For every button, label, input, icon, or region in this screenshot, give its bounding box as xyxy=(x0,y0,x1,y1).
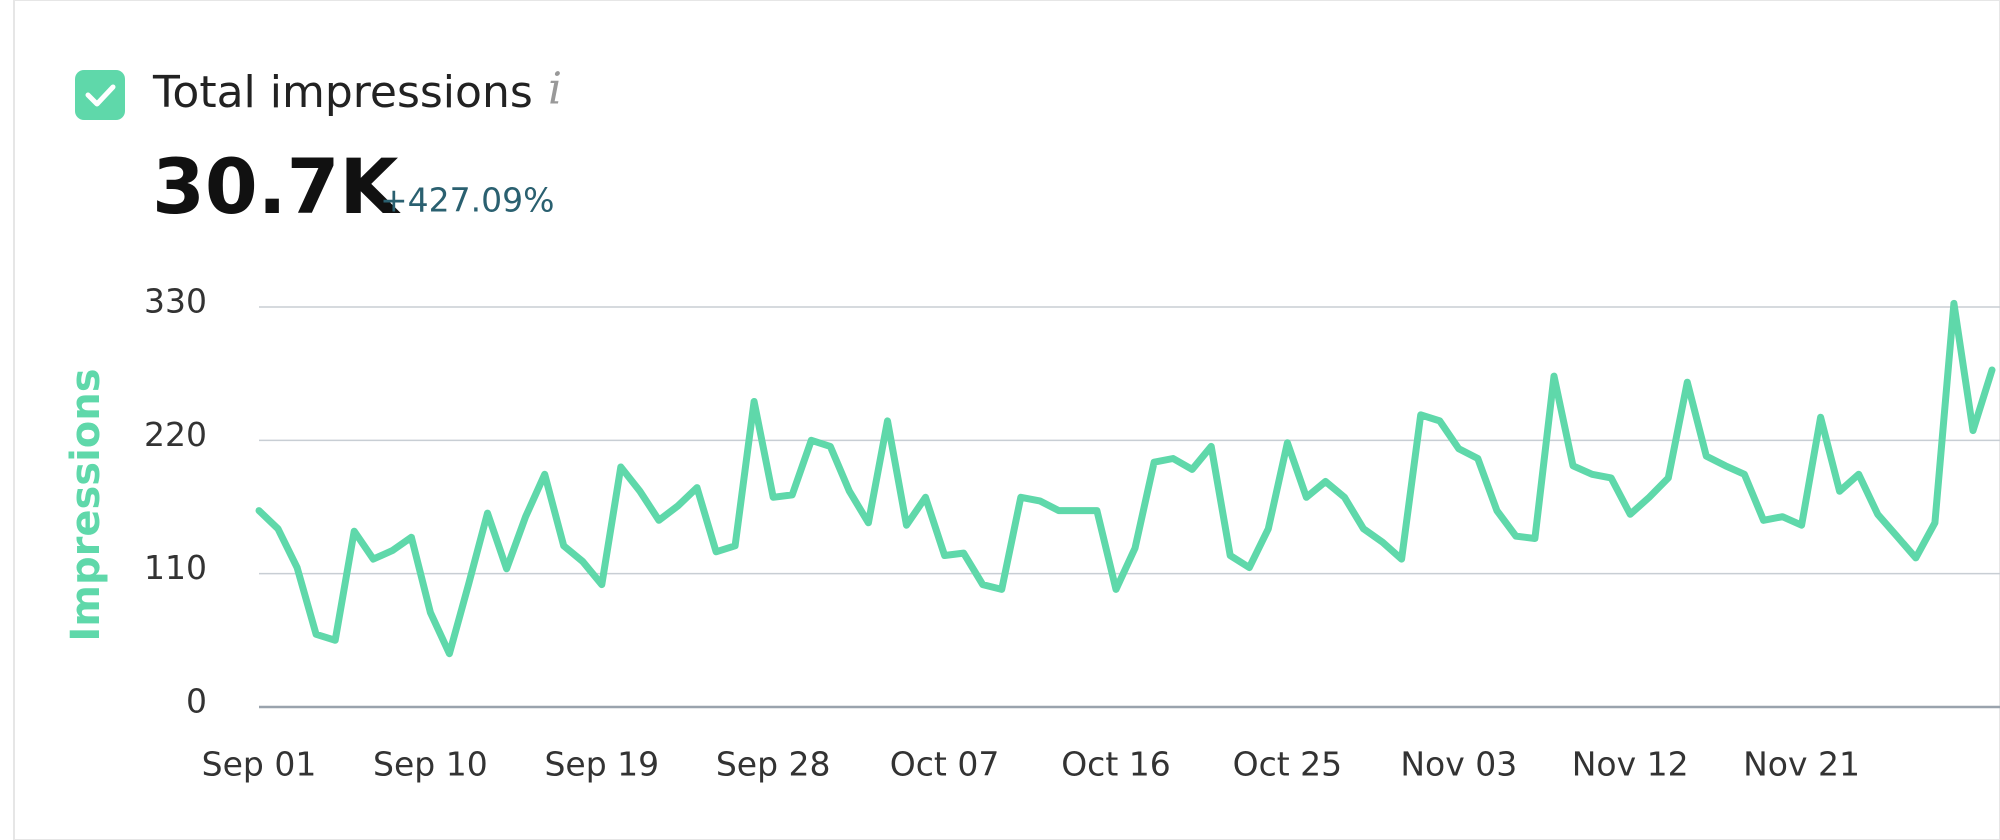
y-tick-label: 0 xyxy=(186,682,207,721)
x-tick-label: Nov 21 xyxy=(1743,745,1860,784)
metric-title: Total impressions xyxy=(152,67,533,118)
x-tick-label: Nov 03 xyxy=(1400,745,1517,784)
info-icon[interactable]: i xyxy=(548,64,562,115)
x-tick-label: Nov 12 xyxy=(1572,745,1689,784)
metric-change: +427.09% xyxy=(380,181,554,220)
y-tick-label: 220 xyxy=(144,415,207,454)
x-tick-label: Sep 28 xyxy=(716,745,831,784)
y-tick-label: 330 xyxy=(144,282,207,321)
checkbox[interactable] xyxy=(75,70,125,120)
x-tick-label: Oct 25 xyxy=(1233,745,1343,784)
x-tick-label: Sep 19 xyxy=(544,745,659,784)
card xyxy=(13,0,2000,840)
x-tick-label: Oct 16 xyxy=(1061,745,1171,784)
y-axis-label: Impressions xyxy=(63,368,109,641)
check-icon xyxy=(85,84,116,107)
impressions-line xyxy=(255,299,1996,658)
x-tick-label: Sep 10 xyxy=(373,745,488,784)
y-tick-label: 110 xyxy=(144,548,207,587)
x-tick-label: Sep 01 xyxy=(202,745,317,784)
x-tick-label: Oct 07 xyxy=(890,745,1000,784)
metric-value: 30.7K xyxy=(152,142,402,231)
